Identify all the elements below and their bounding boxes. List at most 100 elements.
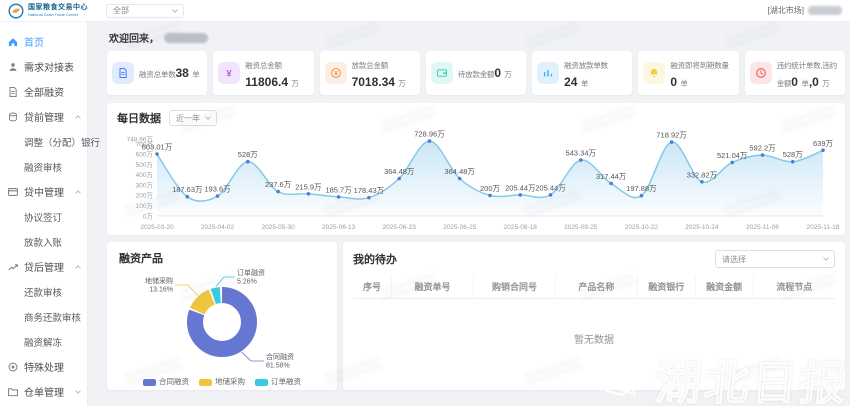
svg-text:2025-11-06: 2025-11-06 [746, 224, 779, 231]
svg-text:2025-08-18: 2025-08-18 [504, 224, 538, 231]
svg-text:300万: 300万 [136, 182, 154, 190]
doc-icon [112, 62, 134, 84]
sidebar-item-13[interactable]: 特殊处理 [0, 354, 87, 379]
user-name-redacted[interactable] [808, 6, 842, 15]
sidebar-item-label: 仓单管理 [24, 388, 64, 399]
svg-text:500万: 500万 [136, 161, 154, 169]
coin-icon: ¥ [324, 62, 347, 84]
market-select[interactable]: 全部 [106, 3, 184, 18]
todo-column-header: 流程节点 [753, 276, 835, 299]
stat-label: 融资即将到期数量 [670, 61, 729, 70]
clock-icon [749, 62, 772, 84]
svg-text:¥: ¥ [334, 70, 338, 77]
svg-text:187.63万: 187.63万 [172, 185, 203, 194]
financing-products-panel: 融资产品 合同融资 81.58% 地储采购 13.16% 订单融资 5.26% 合同融资地… [107, 242, 337, 390]
trend-icon [7, 261, 19, 273]
sidebar-item-label: 融资审核 [24, 162, 63, 174]
welcome-text: 欢迎回来， [109, 34, 159, 45]
svg-text:205.44万: 205.44万 [535, 183, 566, 192]
daily-data-title: 每日数据 [117, 113, 161, 125]
stat-value: 7018.34 万 [351, 75, 406, 89]
sidebar-menu: 首页 需求对接表全部融资贷前管理调整（分配）银行 融资审核贷中管理 协议签订 放款入账贷… [0, 22, 100, 406]
sidebar-item-2[interactable]: 全部融资 [0, 79, 87, 104]
todo-filter-select[interactable]: 请选择 [715, 250, 835, 268]
sidebar-item-label: 融资解冻 [24, 337, 63, 349]
svg-text:718.92万: 718.92万 [656, 131, 687, 140]
legend-swatch [143, 378, 156, 386]
sidebar-item-11[interactable]: 商务还款审核 [0, 304, 87, 329]
todo-column-header: 产品名称 [555, 276, 638, 299]
doc-icon [7, 86, 19, 98]
svg-text:200万: 200万 [136, 192, 154, 200]
svg-text:197.88万: 197.88万 [626, 184, 657, 193]
svg-text:0万: 0万 [143, 212, 154, 220]
stat-card-6: 违约统计单数,违约金额0 单,0 万 [744, 51, 845, 95]
sidebar-item-4[interactable]: 调整（分配）银行 [0, 129, 100, 154]
chevron-up-icon [75, 189, 81, 196]
stat-card-4: 融资放款单数 24 单 [532, 51, 633, 95]
sidebar-item-9[interactable]: 贷后管理 [0, 254, 87, 279]
svg-text:543.34万: 543.34万 [566, 149, 597, 158]
chevron-down-icon [172, 6, 178, 13]
target-icon [7, 361, 19, 373]
sidebar-item-14[interactable]: 仓单管理 [0, 379, 87, 404]
legend-swatch [199, 378, 212, 386]
sidebar-item-label: 特殊处理 [24, 363, 64, 374]
sidebar-item-12[interactable]: 融资解冻 [0, 329, 87, 354]
stat-card-2: ¥ 放款总金额 7018.34 万 [319, 51, 420, 95]
grain-center-logo-icon [8, 2, 24, 19]
stat-label: 违约统计单数,违约金额 [776, 61, 837, 88]
todo-filter-value: 请选择 [722, 254, 746, 264]
chevron-up-icon [75, 114, 81, 121]
legend-item[interactable]: 订单融资 [255, 376, 301, 387]
legend-item[interactable]: 合同融资 [143, 376, 189, 387]
svg-text:205.44万: 205.44万 [505, 183, 536, 192]
coins-icon [7, 111, 19, 123]
sidebar-item-label: 全部融资 [24, 88, 64, 99]
sidebar-item-label: 贷后管理 [24, 263, 64, 274]
svg-text:2025-10-24: 2025-10-24 [685, 224, 719, 231]
donut-legend: 合同融资 地储采购 订单融资 [107, 376, 337, 387]
svg-text:528万: 528万 [238, 150, 259, 159]
svg-text:364.48万: 364.48万 [384, 167, 415, 176]
legend-item[interactable]: 地储采购 [199, 376, 245, 387]
stat-value: 0 单 [670, 75, 688, 89]
sidebar-item-6[interactable]: 贷中管理 [0, 179, 87, 204]
chevron-down-icon [823, 255, 829, 261]
svg-text:2025-06-25: 2025-06-25 [443, 224, 477, 231]
svg-text:603.01万: 603.01万 [142, 143, 173, 152]
sidebar-item-10[interactable]: 还款审核 [0, 279, 87, 304]
stat-value: 0 万 [494, 66, 512, 80]
sidebar-item-3[interactable]: 贷前管理 [0, 104, 87, 129]
stat-card-5: 融资即将到期数量 0 单 [638, 51, 739, 95]
date-range-select[interactable]: 近一年 [169, 110, 217, 126]
svg-text:5.26%: 5.26% [237, 279, 257, 286]
svg-text:订单融资: 订单融资 [237, 268, 265, 277]
svg-text:193.6万: 193.6万 [204, 185, 231, 194]
folder-icon [7, 386, 19, 398]
sidebar-item-5[interactable]: 融资审核 [0, 154, 87, 179]
svg-text:528万: 528万 [783, 150, 804, 159]
stat-value: 38 单 [175, 66, 200, 80]
app-logo: 国家粮食交易中心 National Grain Trade Center [8, 2, 98, 19]
financing-products-title: 融资产品 [119, 253, 163, 265]
svg-text:317.44万: 317.44万 [596, 172, 627, 181]
sidebar-item-7[interactable]: 协议签订 [0, 204, 87, 229]
user-market-label: [湖北市场] [767, 6, 804, 15]
todo-column-header: 购销合同号 [473, 276, 556, 299]
chevron-down-icon [205, 114, 211, 120]
sidebar-item-1[interactable]: 需求对接表 [0, 54, 87, 79]
top-header: 国家粮食交易中心 National Grain Trade Center 全部 … [0, 0, 850, 22]
sidebar-item-label: 调整（分配）银行 [24, 137, 101, 149]
card-icon [7, 186, 19, 198]
sidebar-item-8[interactable]: 放款入账 [0, 229, 87, 254]
bell-icon [643, 62, 666, 84]
wallet-icon [430, 62, 453, 84]
stat-value: 0 单,0 万 [791, 75, 830, 89]
todo-column-header: 融资单号 [391, 276, 474, 299]
stat-card-3: 待放款金额0 万 [425, 51, 527, 95]
stat-label: 放款总金额 [351, 61, 389, 70]
svg-text:237.6万: 237.6万 [265, 180, 292, 189]
sidebar-item-0[interactable]: 首页 [0, 29, 87, 54]
logo-title: 国家粮食交易中心 [28, 4, 88, 11]
